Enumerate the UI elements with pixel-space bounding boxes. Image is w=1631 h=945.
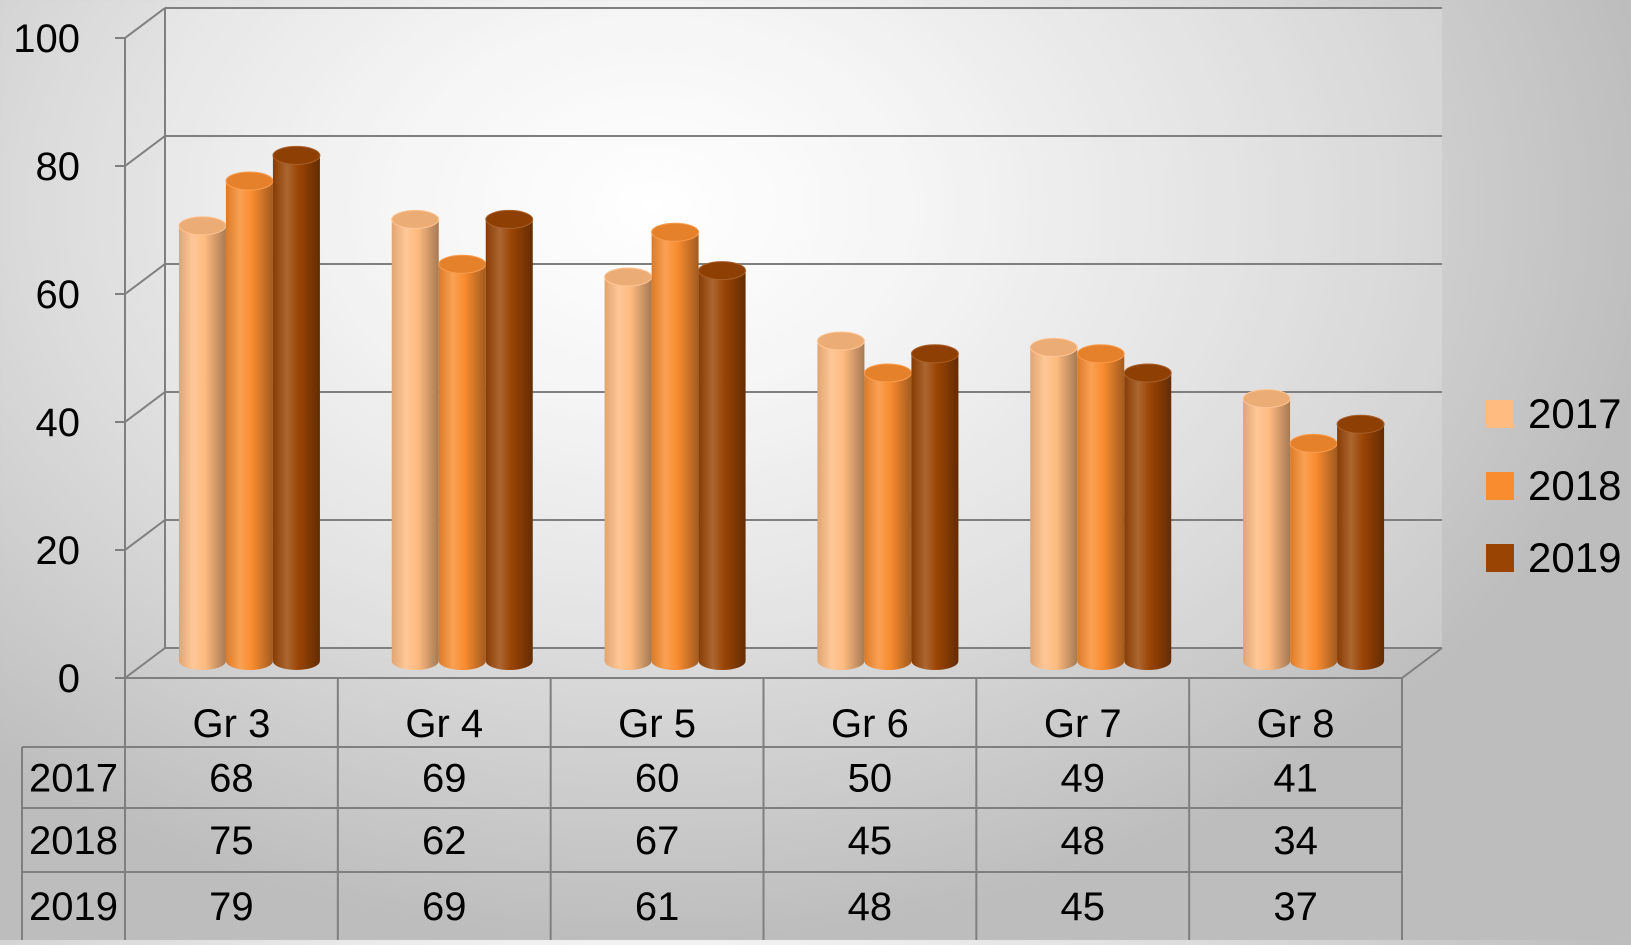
bar-top [604, 267, 653, 287]
table-category-label: Gr 7 [1044, 702, 1122, 746]
table-cell: 68 [209, 757, 254, 801]
bar [604, 277, 652, 670]
bar-top [698, 261, 747, 281]
bar-top [1123, 363, 1172, 383]
bar [225, 181, 273, 670]
y-axis: 0 20 40 60 80 100 [13, 8, 166, 701]
gridline-depth [124, 135, 166, 167]
table-cell: 67 [635, 819, 680, 863]
bar-top [272, 145, 321, 165]
table-category-label: Gr 8 [1257, 702, 1335, 746]
bar-top [1076, 344, 1125, 364]
bar [1077, 353, 1125, 670]
y-tick-label: 100 [13, 17, 80, 61]
table-cell: 61 [635, 885, 680, 929]
bar [698, 270, 746, 670]
bar-top [485, 209, 534, 229]
back-wall [165, 8, 1442, 648]
bar-top [438, 254, 487, 274]
table-series-label: 2019 [29, 885, 118, 929]
table-cell: 75 [209, 819, 254, 863]
y-tick-label: 60 [36, 273, 81, 317]
bar-top [1242, 389, 1291, 409]
bar [911, 353, 959, 670]
data-table: Gr 3 Gr 4 Gr 5 Gr 6 Gr 7 Gr 8 2017 68 69 60 50 49 41… [21, 678, 1403, 940]
y-tick-label: 80 [36, 145, 81, 189]
bar [272, 155, 320, 670]
bar-top [910, 344, 959, 364]
bar-top [1289, 433, 1338, 453]
plot-walls [165, 8, 1442, 648]
table-cell: 69 [422, 885, 467, 929]
table-cell: 45 [848, 819, 893, 863]
bar [438, 264, 486, 670]
table-cell: 69 [422, 757, 467, 801]
table-category-label: Gr 4 [405, 702, 483, 746]
bars [178, 145, 1385, 670]
gridline-depth [124, 7, 166, 39]
bar [864, 373, 912, 670]
table-category-label: Gr 3 [193, 702, 271, 746]
bar [391, 219, 439, 670]
bar [1030, 347, 1078, 670]
bar [178, 225, 226, 670]
table-series-label: 2018 [29, 819, 118, 863]
gridline-depth [124, 391, 166, 423]
bar [1290, 443, 1338, 670]
table-cell: 50 [848, 757, 893, 801]
bar [1243, 398, 1291, 670]
bar [817, 341, 865, 670]
y-tick-label: 40 [36, 401, 81, 445]
legend: 2017 2018 2019 [1486, 390, 1621, 581]
table-cell: 79 [209, 885, 254, 929]
table-cell: 49 [1061, 757, 1106, 801]
legend-label: 2017 [1528, 390, 1621, 437]
bar [651, 232, 699, 670]
table-cell: 48 [1061, 819, 1106, 863]
gridline-depth [124, 263, 166, 295]
y-tick-label: 0 [58, 657, 80, 701]
bar-top [863, 363, 912, 383]
legend-label: 2018 [1528, 462, 1621, 509]
bar [1124, 373, 1172, 670]
table-cell: 34 [1273, 819, 1318, 863]
bar-top [816, 331, 865, 351]
bar-top [1336, 414, 1385, 434]
y-tick-label: 20 [36, 529, 81, 573]
table-category-label: Gr 6 [831, 702, 909, 746]
table-cell: 45 [1061, 885, 1106, 929]
legend-swatch [1486, 400, 1514, 428]
bar-top [225, 171, 274, 191]
bar-top [178, 216, 227, 236]
table-cell: 60 [635, 757, 680, 801]
table-cell: 41 [1273, 757, 1318, 801]
table-cell: 48 [848, 885, 893, 929]
table-cell: 37 [1273, 885, 1318, 929]
table-category-label: Gr 5 [618, 702, 696, 746]
bar [485, 219, 533, 670]
legend-swatch [1486, 544, 1514, 572]
gridline-depth [124, 647, 166, 679]
bar-top [391, 209, 440, 229]
bar-top [1029, 337, 1078, 357]
floor-edge [1401, 647, 1443, 679]
bar [1337, 424, 1385, 670]
legend-swatch [1486, 472, 1514, 500]
table-cell: 62 [422, 819, 467, 863]
gridline-depth [124, 519, 166, 551]
table-series-label: 2017 [29, 757, 118, 801]
legend-label: 2019 [1528, 534, 1621, 581]
bar-top [651, 222, 700, 242]
